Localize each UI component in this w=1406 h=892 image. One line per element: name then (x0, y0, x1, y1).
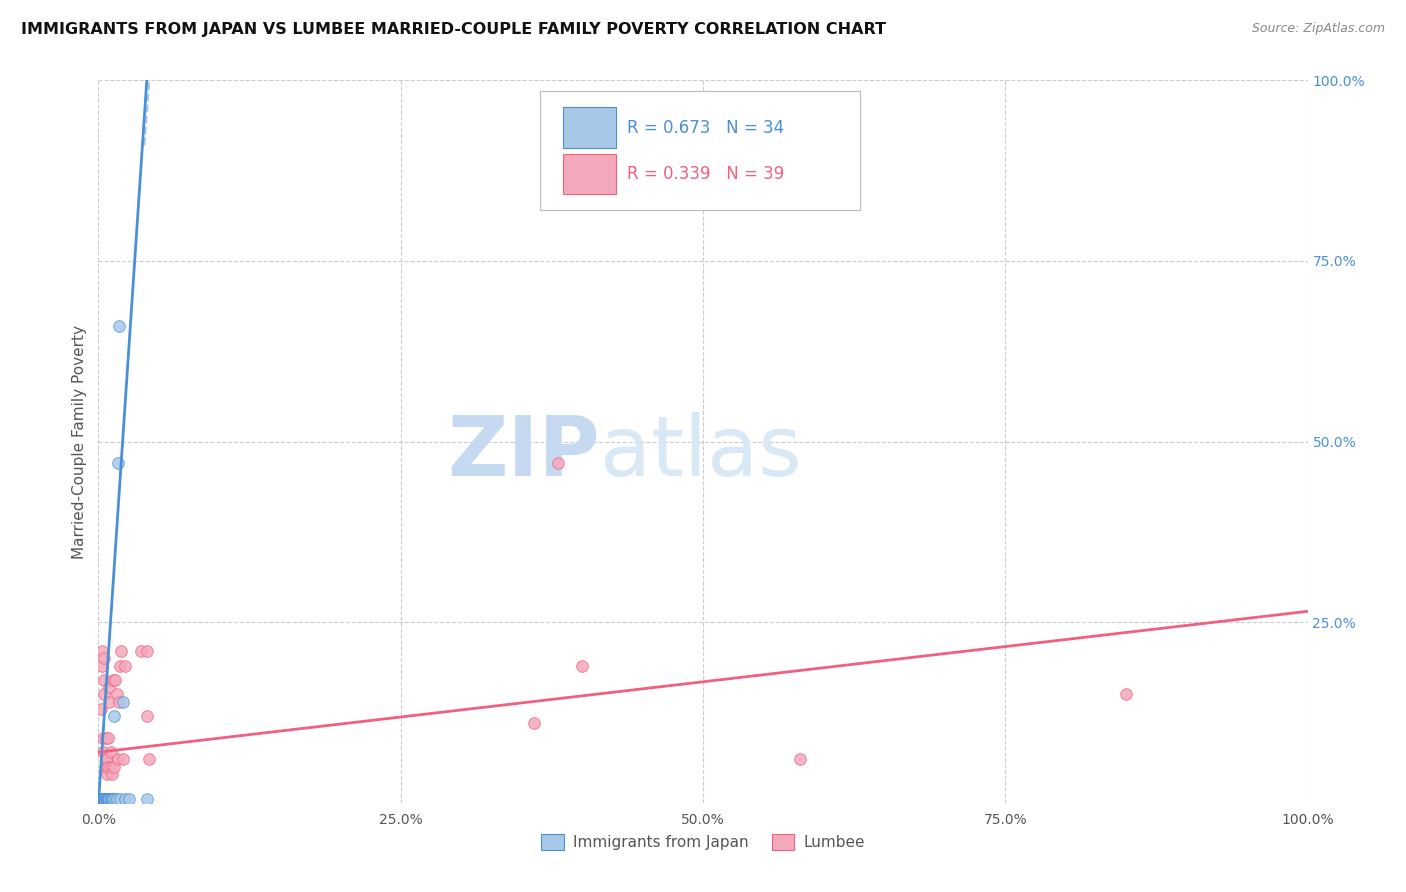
Point (101, 673, 124, 687)
Point (107, 456, 129, 470)
Text: R = 0.673   N = 34: R = 0.673 N = 34 (627, 119, 785, 136)
Point (98, 792, 121, 806)
Point (100, 767, 122, 781)
Text: Source: ZipAtlas.com: Source: ZipAtlas.com (1251, 22, 1385, 36)
FancyBboxPatch shape (562, 107, 616, 148)
Point (108, 658, 131, 673)
Point (91, 792, 114, 806)
Point (91, 792, 114, 806)
Point (135, 644, 157, 658)
Legend: Immigrants from Japan, Lumbee: Immigrants from Japan, Lumbee (534, 829, 872, 856)
Point (105, 687, 128, 701)
Point (93, 673, 115, 687)
Text: IMMIGRANTS FROM JAPAN VS LUMBEE MARRIED-COUPLE FAMILY POVERTY CORRELATION CHART: IMMIGRANTS FROM JAPAN VS LUMBEE MARRIED-… (21, 22, 886, 37)
Point (91, 792, 114, 806)
Point (93, 792, 115, 806)
Point (111, 695, 134, 709)
Text: atlas: atlas (600, 412, 801, 493)
Point (104, 673, 127, 687)
Y-axis label: Married-Couple Family Poverty: Married-Couple Family Poverty (72, 325, 87, 558)
Point (93, 792, 115, 806)
Point (138, 752, 160, 766)
Point (97, 731, 120, 745)
Point (104, 792, 127, 806)
Point (90, 702, 112, 716)
Point (93, 792, 115, 806)
Point (94, 792, 117, 806)
Point (96, 767, 118, 781)
Point (100, 792, 122, 806)
Point (135, 709, 157, 723)
Point (107, 752, 129, 766)
Point (91, 731, 114, 745)
Point (98, 792, 121, 806)
Point (93, 687, 115, 701)
Point (111, 752, 134, 766)
Point (103, 760, 125, 774)
Point (108, 318, 131, 333)
FancyBboxPatch shape (540, 91, 860, 211)
Point (97, 792, 120, 806)
Point (91, 792, 114, 806)
Text: ZIP: ZIP (447, 412, 600, 493)
Point (110, 644, 132, 658)
Point (91, 792, 114, 806)
Point (93, 651, 115, 665)
Point (98, 695, 121, 709)
Point (91, 792, 114, 806)
Point (100, 792, 122, 806)
Point (97, 760, 120, 774)
Point (98, 680, 121, 694)
Text: R = 0.339   N = 39: R = 0.339 N = 39 (627, 165, 785, 183)
Point (1115, 687, 1137, 701)
FancyBboxPatch shape (562, 153, 616, 194)
Point (97, 792, 120, 806)
Point (100, 745, 122, 759)
Point (101, 792, 124, 806)
Point (91, 792, 114, 806)
Point (94, 731, 117, 745)
Point (571, 658, 593, 673)
Point (523, 716, 546, 731)
Point (108, 695, 131, 709)
Point (108, 792, 131, 806)
Point (547, 456, 569, 470)
Point (103, 709, 125, 723)
Point (96, 792, 118, 806)
Point (114, 658, 136, 673)
Point (100, 760, 122, 774)
Point (129, 644, 152, 658)
Point (91, 745, 114, 759)
Point (91, 644, 114, 658)
Point (789, 752, 811, 766)
Point (96, 752, 118, 766)
Point (94, 752, 117, 766)
Point (118, 792, 141, 806)
Point (94, 792, 117, 806)
Point (100, 792, 122, 806)
Point (114, 792, 136, 806)
Point (105, 792, 128, 806)
Point (91, 658, 114, 673)
Point (93, 792, 115, 806)
Point (94, 760, 117, 774)
Point (96, 792, 118, 806)
Point (135, 792, 157, 806)
Point (96, 792, 118, 806)
